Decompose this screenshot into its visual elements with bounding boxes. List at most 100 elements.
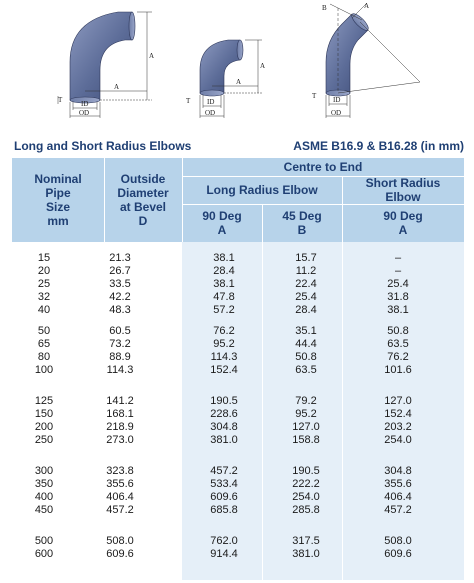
table-row: 300 323.8 457.2 190.5 304.8 xyxy=(12,465,464,478)
table-row: 40 48.3 57.2 28.4 38.1 xyxy=(12,304,464,317)
sr-90-cell: 101.6 xyxy=(384,364,412,376)
nominal-size-cell: 150 xyxy=(34,408,54,420)
lr-90-cell: 57.2 xyxy=(213,304,235,316)
header-nominal-pipe-size: Nominal Pipe Size mm xyxy=(34,172,82,228)
table-row: 125 141.2 190.5 79.2 127.0 xyxy=(12,395,464,408)
sr-90-cell: 127.0 xyxy=(384,395,412,407)
sr-90-cell: 609.6 xyxy=(384,548,412,560)
row-group: 50 60.5 76.2 35.1 50.8 65 73.2 95.2 44.4 63.5 80 88… xyxy=(12,325,464,377)
table-row: 15 21.3 38.1 15.7 – xyxy=(12,252,464,265)
label-b-3: B xyxy=(322,4,327,12)
outside-diameter-cell: 168.1 xyxy=(106,408,134,420)
row-group: 500 508.0 762.0 317.5 508.0 600 609.6 914.4 381.… xyxy=(12,535,464,561)
outside-diameter-cell: 73.2 xyxy=(109,338,131,350)
lr-90-cell: 914.4 xyxy=(210,548,238,560)
lr-45-cell: 127.0 xyxy=(292,421,320,433)
row-group: 15 21.3 38.1 15.7 – 20 26.7 28.4 11.2 – 25 33.5 38.1… xyxy=(12,252,464,317)
outside-diameter-cell: 42.2 xyxy=(109,291,131,303)
label-id-1: ID xyxy=(81,100,88,108)
nominal-size-cell: 600 xyxy=(34,548,54,560)
lr-45-cell: 25.4 xyxy=(295,291,317,303)
label-a-horizontal-1: A xyxy=(114,83,119,91)
nominal-size-cell: 300 xyxy=(34,465,54,477)
lr-45-cell: 158.8 xyxy=(292,434,320,446)
row-group: 300 323.8 457.2 190.5 304.8 350 355.6 533.4 222.… xyxy=(12,465,464,517)
lr-45-cell: 254.0 xyxy=(292,491,320,503)
sr-90-cell: 203.2 xyxy=(384,421,412,433)
lr-90-cell: 152.4 xyxy=(210,364,238,376)
outside-diameter-cell: 141.2 xyxy=(106,395,134,407)
sr-90-cell: 508.0 xyxy=(384,535,412,547)
label-a-1: A xyxy=(149,52,154,60)
outside-diameter-cell: 21.3 xyxy=(109,252,131,264)
table-caption: Long and Short Radius Elbows ASME B16.9 … xyxy=(12,139,464,155)
outside-diameter-cell: 355.6 xyxy=(106,478,134,490)
label-a-3: A xyxy=(364,2,369,10)
nominal-size-cell: 500 xyxy=(34,535,54,547)
short-radius-90-elbow-diagram: A A T ID OD xyxy=(186,39,265,118)
header-lr-90-deg: 90 Deg A xyxy=(202,209,242,237)
lr-45-cell: 95.2 xyxy=(295,408,317,420)
sr-90-cell: 31.8 xyxy=(387,291,409,303)
table-body: 15 21.3 38.1 15.7 – 20 26.7 28.4 11.2 – 25 33.5 38.1… xyxy=(12,242,464,580)
lr-45-cell: 222.2 xyxy=(292,478,320,490)
sr-90-cell: 38.1 xyxy=(387,304,409,316)
nominal-size-cell: 350 xyxy=(34,478,54,490)
table-row: 600 609.6 914.4 381.0 609.6 xyxy=(12,548,464,561)
table-row: 500 508.0 762.0 317.5 508.0 xyxy=(12,535,464,548)
lr-90-cell: 762.0 xyxy=(210,535,238,547)
table-row: 250 273.0 381.0 158.8 254.0 xyxy=(12,434,464,447)
lr-90-cell: 76.2 xyxy=(213,325,235,337)
lr-90-cell: 114.3 xyxy=(210,351,238,363)
nominal-size-cell: 32 xyxy=(37,291,51,303)
nominal-size-cell: 50 xyxy=(37,325,51,337)
lr-45-cell: 44.4 xyxy=(295,338,317,350)
label-od-2: OD xyxy=(205,109,215,117)
outside-diameter-cell: 60.5 xyxy=(109,325,131,337)
lr-90-cell: 304.8 xyxy=(210,421,238,433)
table-row: 150 168.1 228.6 95.2 152.4 xyxy=(12,408,464,421)
label-a-2: A xyxy=(260,62,265,70)
table-row: 65 73.2 95.2 44.4 63.5 xyxy=(12,338,464,351)
lr-45-cell: 285.8 xyxy=(292,504,320,516)
nominal-size-cell: 65 xyxy=(37,338,51,350)
table-row: 80 88.9 114.3 50.8 76.2 xyxy=(12,351,464,364)
nominal-size-cell: 250 xyxy=(34,434,54,446)
header-long-radius-elbow: Long Radius Elbow xyxy=(206,183,318,197)
label-t-2: T xyxy=(186,97,191,105)
lr-90-cell: 190.5 xyxy=(210,395,238,407)
label-t-1: T xyxy=(58,96,63,104)
sr-90-cell: 254.0 xyxy=(384,434,412,446)
outside-diameter-cell: 33.5 xyxy=(109,278,131,290)
header-outside-diameter: Outside Diameter at Bevel D xyxy=(117,172,169,228)
outside-diameter-cell: 273.0 xyxy=(106,434,134,446)
table-row: 50 60.5 76.2 35.1 50.8 xyxy=(12,325,464,338)
outside-diameter-cell: 609.6 xyxy=(106,548,134,560)
lr-90-cell: 38.1 xyxy=(213,252,235,264)
lr-45-cell: 63.5 xyxy=(295,364,317,376)
lr-90-cell: 381.0 xyxy=(210,434,238,446)
lr-90-cell: 457.2 xyxy=(210,465,238,477)
table-row: 25 33.5 38.1 22.4 25.4 xyxy=(12,278,464,291)
lr-90-cell: 47.8 xyxy=(213,291,235,303)
outside-diameter-cell: 218.9 xyxy=(106,421,134,433)
outside-diameter-cell: 26.7 xyxy=(109,265,131,277)
sr-90-cell: – xyxy=(394,252,402,264)
sr-90-cell: 304.8 xyxy=(384,465,412,477)
label-t-3: T xyxy=(312,92,317,100)
header-sr-90-deg: 90 Deg A xyxy=(383,209,423,237)
nominal-size-cell: 200 xyxy=(34,421,54,433)
label-id-3: ID xyxy=(333,96,340,104)
table-title: Long and Short Radius Elbows xyxy=(14,139,192,153)
sr-90-cell: 152.4 xyxy=(384,408,412,420)
sr-90-cell: 25.4 xyxy=(387,278,409,290)
nominal-size-cell: 100 xyxy=(34,364,54,376)
outside-diameter-cell: 88.9 xyxy=(109,351,131,363)
lr-45-cell: 79.2 xyxy=(295,395,317,407)
lr-90-cell: 609.6 xyxy=(210,491,238,503)
lr-90-cell: 685.8 xyxy=(210,504,238,516)
header-short-radius-elbow: Short Radius Elbow xyxy=(365,176,441,204)
sr-90-cell: 457.2 xyxy=(384,504,412,516)
long-radius-90-elbow-diagram: A A T ID OD xyxy=(57,11,154,118)
